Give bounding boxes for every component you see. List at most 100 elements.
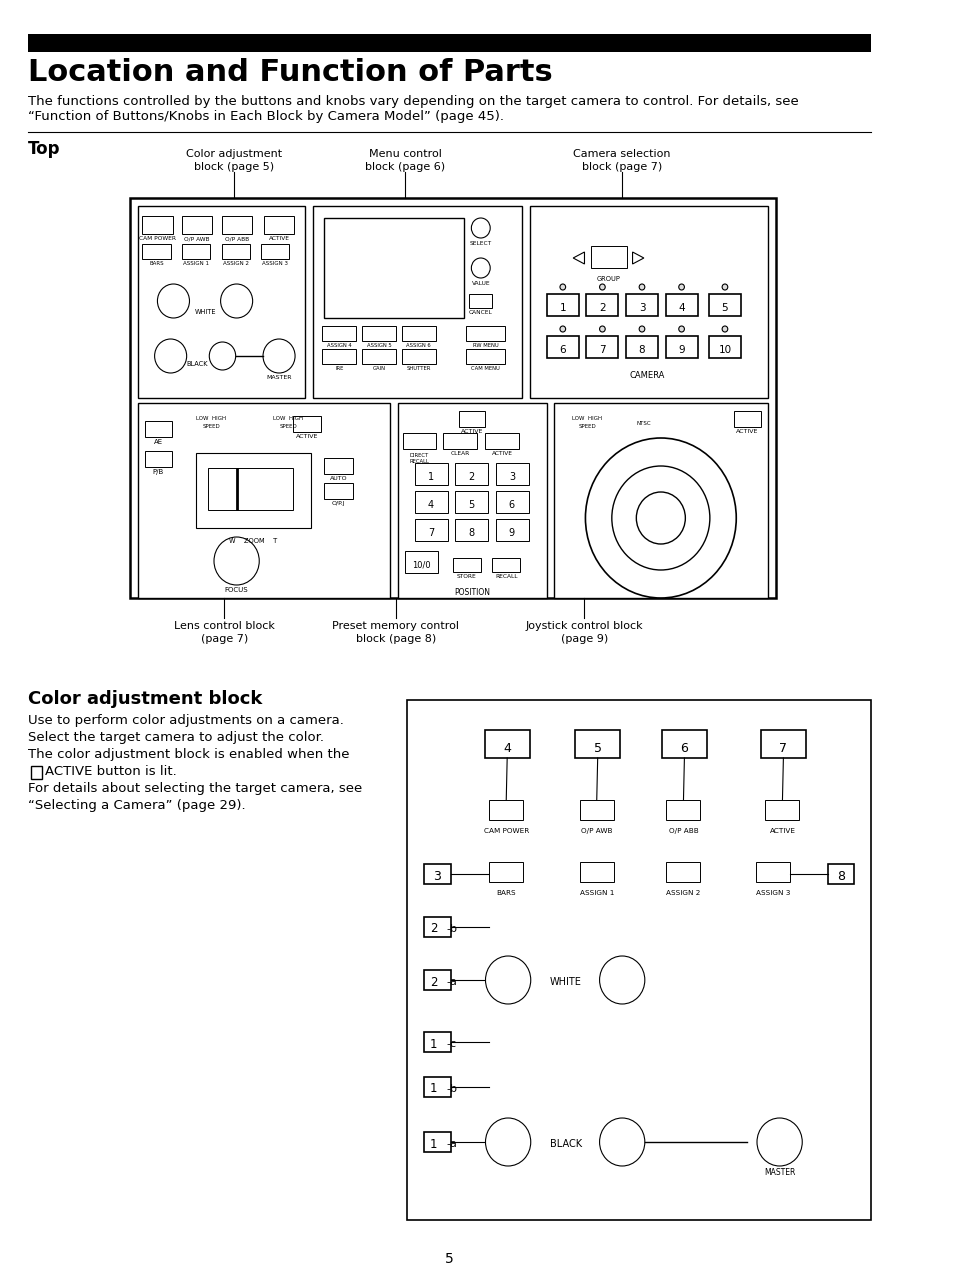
Text: 10: 10 xyxy=(718,345,731,355)
Text: 5: 5 xyxy=(720,303,727,313)
Text: ASSIGN 1: ASSIGN 1 xyxy=(578,891,614,896)
Bar xyxy=(415,490,447,513)
Text: RECALL: RECALL xyxy=(495,575,517,578)
Bar xyxy=(424,1077,450,1097)
Text: ACTIVE: ACTIVE xyxy=(769,828,795,834)
Text: 2: 2 xyxy=(430,922,436,935)
Text: ASSIGN 3: ASSIGN 3 xyxy=(262,261,288,266)
Bar xyxy=(496,519,528,541)
Text: ACTIVE: ACTIVE xyxy=(736,429,758,434)
Bar xyxy=(489,800,522,820)
Text: W    ZOOM    T: W ZOOM T xyxy=(230,538,277,544)
Text: -a: -a xyxy=(446,1139,457,1149)
Bar xyxy=(529,206,767,397)
Text: 8: 8 xyxy=(468,527,474,538)
Text: MASTER: MASTER xyxy=(266,375,292,380)
Text: 6: 6 xyxy=(679,741,688,754)
Circle shape xyxy=(559,326,565,333)
Text: CLEAR: CLEAR xyxy=(450,451,469,456)
Bar xyxy=(182,245,210,259)
Text: -c: -c xyxy=(446,1040,456,1049)
Polygon shape xyxy=(632,252,643,264)
Text: WHITE: WHITE xyxy=(194,310,216,315)
Text: Color adjustment block: Color adjustment block xyxy=(29,691,262,708)
Bar xyxy=(407,699,870,1220)
Text: 5: 5 xyxy=(593,741,601,754)
Text: 8: 8 xyxy=(836,869,844,883)
Bar xyxy=(452,558,480,572)
Text: 4: 4 xyxy=(503,741,511,754)
Circle shape xyxy=(598,284,604,290)
Bar xyxy=(546,336,578,358)
Bar xyxy=(402,433,436,448)
Text: 4: 4 xyxy=(678,303,684,313)
Text: 9: 9 xyxy=(678,345,684,355)
Text: “Function of Buttons/Knobs in Each Block by Camera Model” (page 45).: “Function of Buttons/Knobs in Each Block… xyxy=(29,110,504,124)
Text: 10/0: 10/0 xyxy=(412,561,430,569)
Bar xyxy=(145,451,172,468)
Text: SPEED: SPEED xyxy=(202,424,220,429)
Text: Joystick control block
(page 9): Joystick control block (page 9) xyxy=(525,620,642,645)
Circle shape xyxy=(678,326,683,333)
Bar xyxy=(208,468,293,510)
Bar xyxy=(29,34,870,52)
Text: FOCUS: FOCUS xyxy=(225,587,248,592)
Text: O/P ABB: O/P ABB xyxy=(668,828,698,834)
Text: 1: 1 xyxy=(430,1037,436,1051)
Text: Use to perform color adjustments on a camera.: Use to perform color adjustments on a ca… xyxy=(29,713,344,727)
Bar xyxy=(324,457,353,474)
Text: LOW  HIGH: LOW HIGH xyxy=(274,417,303,420)
Text: 9: 9 xyxy=(508,527,515,538)
Text: 2: 2 xyxy=(598,303,605,313)
Bar xyxy=(264,217,294,234)
Bar xyxy=(764,800,799,820)
Text: STORE: STORE xyxy=(456,575,476,578)
Text: RW MENU: RW MENU xyxy=(472,343,497,348)
Text: Top: Top xyxy=(29,140,61,158)
Bar xyxy=(708,294,740,316)
Text: P/B: P/B xyxy=(152,469,164,475)
Text: Lens control block
(page 7): Lens control block (page 7) xyxy=(173,620,274,645)
Bar xyxy=(484,730,529,758)
Text: ACTIVE: ACTIVE xyxy=(460,429,483,434)
Text: SPEED: SPEED xyxy=(578,424,596,429)
Bar xyxy=(130,197,775,598)
Text: GROUP: GROUP xyxy=(597,276,620,282)
Text: SHUTTER: SHUTTER xyxy=(406,366,431,371)
Circle shape xyxy=(559,284,565,290)
Text: ASSIGN 1: ASSIGN 1 xyxy=(183,261,209,266)
Bar xyxy=(586,294,618,316)
Bar xyxy=(591,246,626,268)
Text: CAMERA: CAMERA xyxy=(628,371,663,380)
Text: CANCEL: CANCEL xyxy=(469,310,492,315)
Text: 1: 1 xyxy=(558,303,565,313)
Text: CAM POWER: CAM POWER xyxy=(139,236,175,241)
Text: ASSIGN 3: ASSIGN 3 xyxy=(755,891,789,896)
Text: ASSIGN 4: ASSIGN 4 xyxy=(327,343,352,348)
Bar xyxy=(666,800,700,820)
Bar xyxy=(455,519,488,541)
Bar xyxy=(424,1032,450,1052)
Bar xyxy=(401,326,436,341)
Text: 1: 1 xyxy=(430,1083,436,1096)
Text: -b: -b xyxy=(446,1084,457,1094)
Bar xyxy=(324,218,463,318)
Bar xyxy=(496,490,528,513)
Bar xyxy=(827,864,853,884)
Text: NTSC: NTSC xyxy=(636,420,651,426)
Circle shape xyxy=(639,284,644,290)
Bar xyxy=(458,412,485,427)
Text: O/P AWB: O/P AWB xyxy=(580,828,612,834)
Text: ASSIGN 6: ASSIGN 6 xyxy=(406,343,431,348)
Bar xyxy=(586,336,618,358)
Bar xyxy=(575,730,619,758)
Bar xyxy=(546,294,578,316)
Text: 3: 3 xyxy=(508,471,515,482)
Text: 2: 2 xyxy=(468,471,474,482)
Bar xyxy=(196,454,311,527)
Bar xyxy=(666,862,700,882)
Text: ASSIGN 2: ASSIGN 2 xyxy=(665,891,700,896)
Text: Menu control
block (page 6): Menu control block (page 6) xyxy=(365,149,445,172)
Bar xyxy=(322,326,356,341)
Text: 7: 7 xyxy=(779,741,786,754)
